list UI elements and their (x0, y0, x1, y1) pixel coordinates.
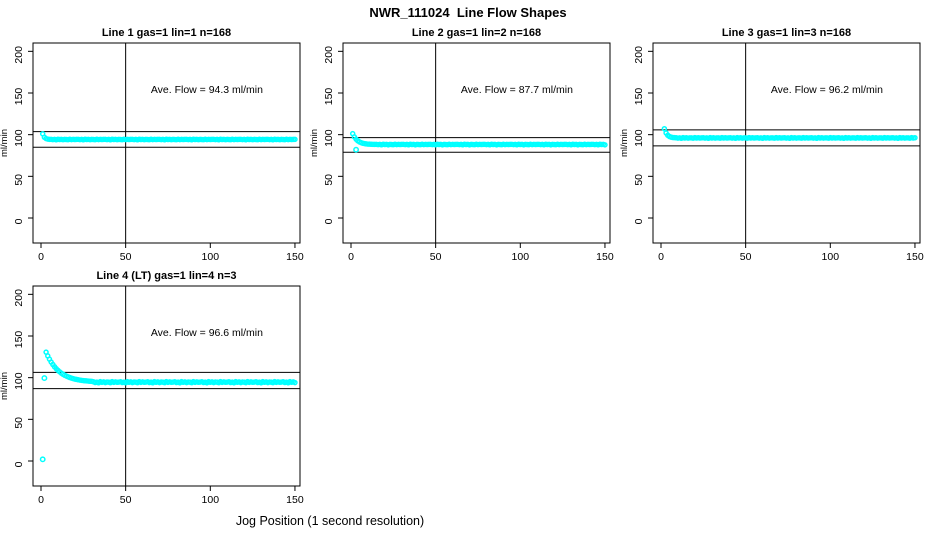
y-axis-unit-label: ml/min (619, 129, 630, 157)
y-axis-unit-label: ml/min (0, 372, 10, 400)
x-axis-label: Jog Position (1 second resolution) (235, 514, 425, 528)
y-tick-label: 50 (13, 174, 25, 186)
y-axis-unit-label: ml/min (309, 129, 320, 157)
y-tick-label: 200 (13, 46, 25, 64)
x-tick-label: 50 (120, 494, 132, 506)
panel-title: Line 3 gas=1 lin=3 n=168 (722, 27, 851, 39)
y-tick-label: 50 (633, 174, 645, 186)
plot-box (342, 42, 611, 244)
x-tick-label: 50 (120, 251, 132, 263)
panel-title: Line 4 (LT) gas=1 lin=4 n=3 (96, 270, 236, 282)
data-point (292, 379, 298, 386)
outlier-point (41, 375, 48, 382)
x-tick-label: 150 (286, 251, 304, 263)
y-tick-label: 0 (323, 218, 335, 224)
x-tick-label: 100 (202, 494, 220, 506)
y-tick-label: 150 (323, 88, 335, 106)
avg-flow-annotation: Ave. Flow = 96.2 ml/min (771, 84, 883, 96)
y-tick-label: 150 (13, 331, 25, 349)
y-tick-label: 0 (13, 461, 25, 467)
x-tick-label: 50 (740, 251, 752, 263)
plot-box (32, 285, 301, 487)
x-tick-label: 150 (596, 251, 614, 263)
x-tick-label: 0 (658, 251, 664, 263)
avg-flow-annotation: Ave. Flow = 87.7 ml/min (461, 84, 573, 96)
y-tick-label: 150 (13, 88, 25, 106)
y-tick-label: 200 (323, 46, 335, 64)
y-tick-label: 0 (13, 218, 25, 224)
panel-title: Line 2 gas=1 lin=2 n=168 (412, 27, 541, 39)
y-tick-label: 50 (323, 174, 335, 186)
y-tick-label: 200 (633, 46, 645, 64)
y-axis-unit-label: ml/min (0, 129, 10, 157)
y-tick-label: 0 (633, 218, 645, 224)
data-point (912, 135, 918, 141)
data-point (661, 126, 668, 132)
x-tick-label: 100 (202, 251, 220, 263)
plot-box (32, 42, 301, 244)
y-tick-label: 100 (633, 129, 645, 147)
y-tick-label: 150 (633, 88, 645, 106)
y-tick-label: 50 (13, 417, 25, 429)
x-tick-label: 50 (430, 251, 442, 263)
y-tick-label: 200 (13, 289, 25, 307)
x-tick-label: 0 (348, 251, 354, 263)
avg-flow-annotation: Ave. Flow = 94.3 ml/min (151, 84, 263, 96)
panel-title: Line 1 gas=1 lin=1 n=168 (102, 27, 231, 39)
data-point (292, 136, 298, 143)
x-tick-label: 100 (822, 251, 840, 263)
avg-flow-annotation: Ave. Flow = 96.6 ml/min (151, 327, 263, 339)
outlier-point (39, 456, 46, 463)
y-tick-label: 100 (323, 129, 335, 147)
x-tick-label: 100 (512, 251, 530, 263)
data-point (602, 142, 608, 148)
x-tick-label: 150 (286, 494, 304, 506)
outlier-point (353, 146, 360, 153)
x-tick-label: 150 (906, 251, 924, 263)
main-title: NWR_111024 Line Flow Shapes (369, 5, 567, 20)
y-tick-label: 100 (13, 129, 25, 147)
y-tick-label: 100 (13, 372, 25, 390)
x-tick-label: 0 (38, 494, 44, 506)
plot-box (652, 42, 921, 244)
x-tick-label: 0 (38, 251, 44, 263)
